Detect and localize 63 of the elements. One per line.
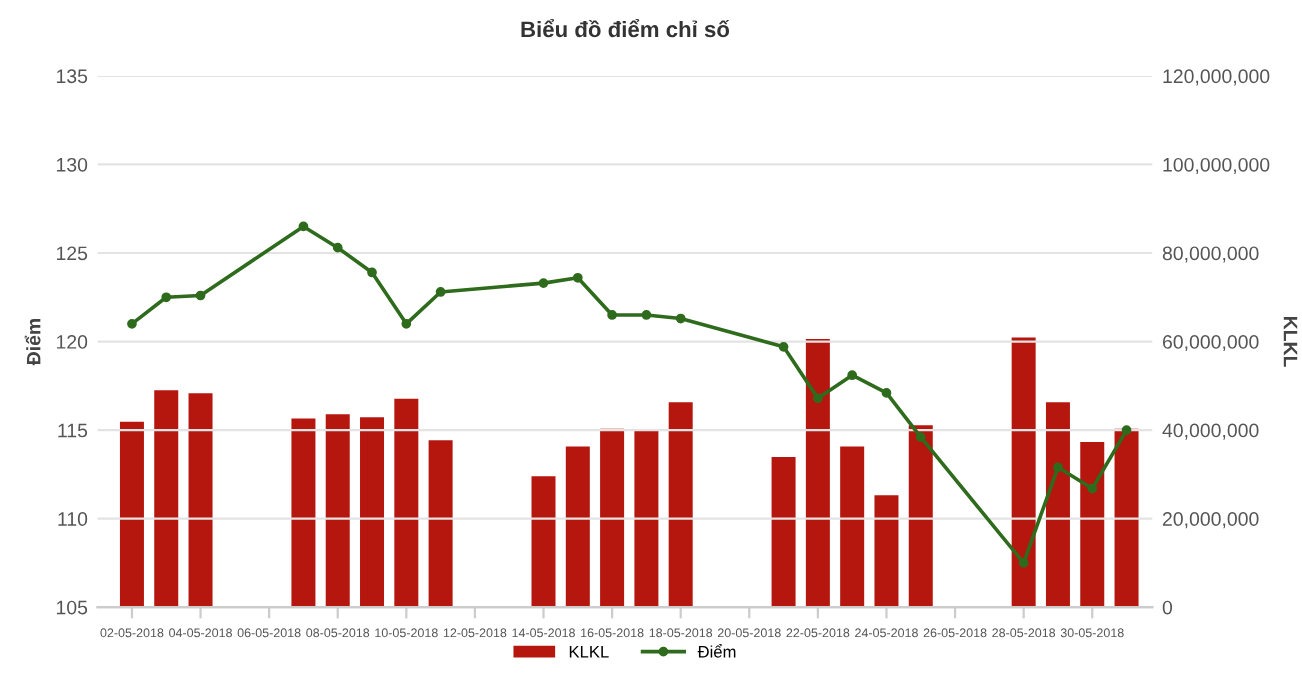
y2-tick-label: 80,000,000 (1162, 246, 1259, 263)
bar (771, 457, 796, 608)
bar (1080, 442, 1105, 608)
y-tick-label: 110 (58, 512, 88, 526)
y-tick-label: 120 (56, 335, 88, 349)
bar (394, 398, 419, 608)
point (915, 432, 926, 443)
point (538, 278, 549, 288)
y2-tick-label: 100,000,000 (1163, 157, 1270, 174)
bar (1011, 337, 1036, 608)
bar (291, 418, 316, 608)
bar (634, 430, 659, 608)
bar (840, 446, 865, 608)
bar (188, 393, 213, 608)
chart-title: Biểu đồ điểm chỉ số (521, 19, 730, 38)
y2-axis-title: KLKL (1283, 316, 1298, 367)
point (161, 292, 172, 303)
y-tick-label: 105 (56, 600, 88, 615)
point (778, 342, 789, 352)
point (607, 310, 617, 320)
point (127, 318, 137, 329)
bar (874, 495, 899, 608)
legend-label: Điểm (697, 644, 736, 658)
y2-tick-label: 0 (1162, 600, 1173, 615)
point (332, 242, 343, 253)
point (847, 370, 858, 381)
bar (565, 446, 590, 608)
bar (668, 402, 693, 608)
bar (531, 476, 556, 608)
point (1121, 425, 1132, 435)
y-tick-label: 135 (56, 69, 88, 84)
legend-label: KLKL (569, 646, 609, 658)
bar (119, 421, 144, 608)
bar (428, 440, 453, 608)
point (367, 267, 377, 278)
point (195, 290, 206, 301)
point (1018, 558, 1029, 568)
y-tick-label: 130 (56, 157, 88, 172)
y-tick-label: 125 (56, 246, 88, 261)
point (881, 388, 892, 398)
bar (1114, 428, 1139, 608)
y2-tick-label: 60,000,000 (1162, 335, 1259, 352)
point (1087, 483, 1098, 494)
bar (325, 414, 350, 608)
point (1053, 462, 1063, 473)
point (813, 393, 823, 404)
point (641, 310, 652, 320)
y2-tick-label: 20,000,000 (1162, 512, 1259, 529)
bar (154, 390, 179, 608)
point (572, 272, 583, 283)
point (435, 287, 446, 297)
bar (360, 417, 385, 608)
y-axis-title: Điểm (24, 318, 41, 366)
point (298, 221, 309, 232)
y2-tick-label: 40,000,000 (1162, 423, 1259, 440)
y-tick-label: 115 (58, 423, 88, 438)
bar (908, 425, 933, 608)
bar (600, 428, 625, 608)
bar (805, 338, 830, 608)
bar (1045, 402, 1070, 608)
y2-tick-label: 120,000,000 (1163, 69, 1270, 86)
point (675, 313, 686, 324)
point (401, 318, 412, 329)
